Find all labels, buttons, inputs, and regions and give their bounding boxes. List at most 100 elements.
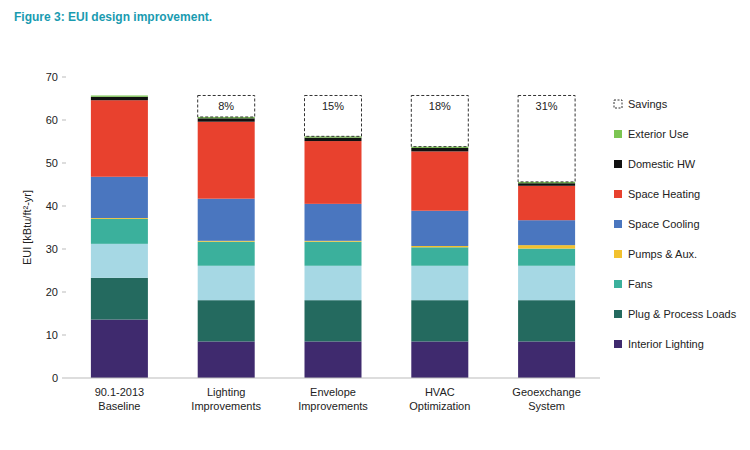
bar-segment (411, 300, 468, 341)
x-tick-label: HVAC Optimization (409, 386, 470, 412)
legend-label: Space Cooling (628, 218, 700, 230)
legend-label: Interior Lighting (628, 338, 704, 350)
legend-swatch (614, 340, 622, 348)
legend-swatch (614, 220, 622, 228)
bar-segment (411, 148, 468, 151)
bar-segment (518, 186, 575, 220)
bar-segment (411, 341, 468, 378)
bar-segment (518, 245, 575, 248)
savings-box (198, 95, 255, 117)
legend-swatch (614, 100, 622, 108)
chart: Figure 3: EUI design improvement. EUI [kB… (0, 0, 750, 450)
legend-label: Fans (628, 278, 653, 290)
legend-label: Space Heating (628, 188, 700, 200)
bar-segment (518, 300, 575, 341)
y-tick-label: 10 (46, 329, 58, 341)
bar-segment (91, 95, 148, 96)
x-tick-label-line: Improvements (298, 400, 368, 412)
x-tick-label-line: Optimization (409, 400, 470, 412)
x-tick-label-line: Baseline (98, 400, 140, 412)
x-tick-label-line: Lighting (207, 386, 246, 398)
legend-label: Savings (628, 98, 668, 110)
y-tick-label: 0 (52, 372, 58, 384)
savings-label: 18% (429, 100, 451, 112)
legend-label: Plug & Process Loads (628, 308, 737, 320)
legend-label: Domestic HW (628, 158, 696, 170)
bar-segment (411, 247, 468, 265)
legend-label: Exterior Use (628, 128, 689, 140)
y-axis (66, 77, 67, 378)
bar-segment (198, 199, 255, 241)
bar-segment (411, 151, 468, 210)
savings-box (305, 95, 362, 136)
bar-segment (411, 211, 468, 246)
legend-swatch (614, 160, 622, 168)
bar-segment (305, 341, 362, 378)
bar-segment (305, 242, 362, 266)
bar-segment (91, 100, 148, 177)
y-tick (62, 335, 66, 336)
bar-segment (91, 177, 148, 218)
bar-segment (305, 141, 362, 204)
y-tick-label: 20 (46, 286, 58, 298)
savings-label: 8% (218, 100, 234, 112)
bar-segment (91, 320, 148, 378)
bar-segment (91, 97, 148, 100)
y-tick-label: 70 (46, 71, 58, 83)
bar-segment (198, 300, 255, 341)
x-tick-label-line: Geoexchange (512, 386, 581, 398)
bar-segment (198, 122, 255, 199)
y-tick (62, 249, 66, 250)
y-tick (62, 77, 66, 78)
bar-segment (518, 249, 575, 266)
bar-segment (518, 183, 575, 186)
bar-segment (518, 341, 575, 378)
y-tick (62, 163, 66, 164)
y-tick-label: 40 (46, 200, 58, 212)
bar-segment (305, 266, 362, 300)
y-tick (62, 120, 66, 121)
legend-swatch (614, 130, 622, 138)
legend-swatch (614, 280, 622, 288)
x-tick-label-line: HVAC (425, 386, 455, 398)
y-tick-label: 50 (46, 157, 58, 169)
savings-box (518, 95, 575, 181)
y-tick (62, 292, 66, 293)
bar-segment (198, 118, 255, 121)
legend: Savings Exterior Use Domestic HW Space Heat… (614, 98, 737, 350)
bar-segment (411, 266, 468, 300)
bar-segment (518, 220, 575, 245)
x-tick-label: Lighting Improvements (191, 386, 261, 412)
y-tick-label: 60 (46, 114, 58, 126)
bar-segment (91, 278, 148, 320)
bar-segment (305, 204, 362, 241)
legend-swatch (614, 190, 622, 198)
legend-swatch (614, 310, 622, 318)
legend-label: Pumps & Aux. (628, 248, 697, 260)
bar-segment (91, 219, 148, 244)
marks (91, 95, 575, 378)
bar-segment (518, 266, 575, 300)
bar-segment (91, 244, 148, 278)
bar-segment (305, 300, 362, 341)
legend-swatch (614, 250, 622, 258)
y-tick (62, 378, 66, 379)
x-tick-label: 90.1-2013 Baseline (95, 386, 145, 412)
x-axis (66, 378, 600, 379)
x-tick-label: Geoexchange System (512, 386, 581, 412)
bar-segment (305, 138, 362, 141)
y-axis-label: EUI [kBtu/ft²-yr] (21, 190, 33, 265)
bar-segment (198, 242, 255, 266)
y-tick-label: 30 (46, 243, 58, 255)
bar-segment (198, 341, 255, 378)
x-tick-label-line: 90.1-2013 (95, 386, 145, 398)
savings-box (411, 95, 468, 146)
title: Figure 3: EUI design improvement. (14, 10, 212, 24)
x-tick-label-line: System (528, 400, 565, 412)
bar-segment (411, 246, 468, 247)
x-tick-label: Envelope Improvements (298, 386, 368, 412)
x-tick-label-line: Envelope (310, 386, 356, 398)
bar-segment (198, 266, 255, 300)
x-tick-label-line: Improvements (191, 400, 261, 412)
y-tick (62, 206, 66, 207)
